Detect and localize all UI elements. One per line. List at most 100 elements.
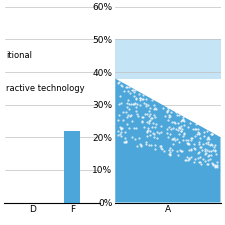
Point	[189, 148, 193, 152]
Point	[145, 130, 148, 134]
Point	[141, 93, 145, 97]
Point	[210, 161, 214, 165]
Point	[213, 164, 216, 167]
Point	[180, 118, 183, 122]
Point	[128, 114, 131, 118]
Point	[124, 139, 128, 143]
Point	[125, 123, 129, 126]
Point	[140, 97, 144, 101]
Point	[120, 84, 124, 88]
Point	[178, 148, 182, 152]
Point	[174, 110, 178, 114]
Point	[138, 97, 142, 100]
Point	[203, 149, 207, 153]
Point	[179, 119, 183, 123]
Point	[158, 144, 161, 148]
Point	[214, 153, 218, 156]
Point	[135, 112, 139, 116]
Point	[144, 97, 148, 101]
Point	[172, 142, 175, 146]
Point	[193, 142, 196, 146]
Point	[189, 147, 193, 151]
Point	[187, 156, 191, 160]
Point	[186, 158, 189, 161]
Point	[196, 152, 200, 155]
Point	[119, 130, 123, 133]
Point	[210, 132, 214, 135]
Point	[125, 115, 128, 119]
Point	[140, 143, 143, 146]
Point	[189, 136, 193, 140]
Point	[207, 153, 211, 157]
Point	[213, 149, 216, 152]
Point	[200, 162, 203, 165]
Point	[204, 151, 208, 155]
Point	[134, 105, 138, 109]
Point	[202, 143, 205, 146]
Point	[178, 126, 182, 130]
Point	[182, 132, 186, 135]
Point	[180, 127, 184, 131]
Point	[181, 135, 184, 138]
Point	[205, 148, 209, 151]
Point	[206, 140, 209, 144]
Point	[159, 130, 162, 134]
Point	[159, 144, 163, 147]
Point	[117, 130, 120, 133]
Point	[167, 113, 171, 117]
Point	[214, 149, 217, 153]
Point	[207, 149, 211, 153]
Point	[166, 106, 170, 110]
Point	[120, 127, 123, 130]
Point	[134, 109, 138, 113]
Point	[205, 129, 209, 133]
Point	[193, 135, 197, 138]
Point	[170, 149, 174, 152]
Point	[197, 127, 200, 130]
Point	[172, 120, 176, 123]
Point	[187, 125, 190, 128]
Point	[187, 141, 190, 144]
Point	[116, 81, 120, 85]
Point	[140, 119, 144, 123]
Point	[206, 142, 210, 146]
Point	[133, 88, 137, 92]
Point	[209, 142, 212, 146]
Point	[176, 137, 179, 141]
Point	[130, 135, 133, 139]
Point	[197, 151, 200, 154]
Point	[137, 136, 141, 140]
Point	[194, 127, 198, 131]
Point	[205, 137, 209, 141]
Point	[199, 145, 203, 149]
Point	[192, 146, 196, 149]
Point	[124, 140, 128, 144]
Point	[169, 110, 173, 114]
Point	[160, 147, 164, 151]
Point	[123, 130, 127, 133]
Point	[134, 97, 137, 101]
Point	[153, 107, 156, 110]
Point	[190, 136, 194, 140]
Point	[203, 159, 206, 163]
Point	[144, 104, 148, 108]
Point	[206, 162, 209, 166]
Point	[180, 150, 184, 153]
Point	[147, 122, 151, 125]
Point	[125, 101, 129, 104]
Point	[138, 98, 142, 101]
Point	[122, 89, 126, 92]
Point	[171, 127, 175, 130]
Point	[178, 126, 181, 129]
Point	[186, 143, 190, 146]
Point	[184, 158, 188, 162]
Point	[196, 156, 200, 160]
Point	[188, 142, 191, 146]
Point	[168, 132, 172, 135]
Point	[189, 121, 192, 124]
Point	[208, 143, 211, 146]
Point	[168, 151, 172, 154]
Point	[168, 153, 171, 157]
Point	[145, 112, 149, 116]
Point	[191, 128, 195, 131]
